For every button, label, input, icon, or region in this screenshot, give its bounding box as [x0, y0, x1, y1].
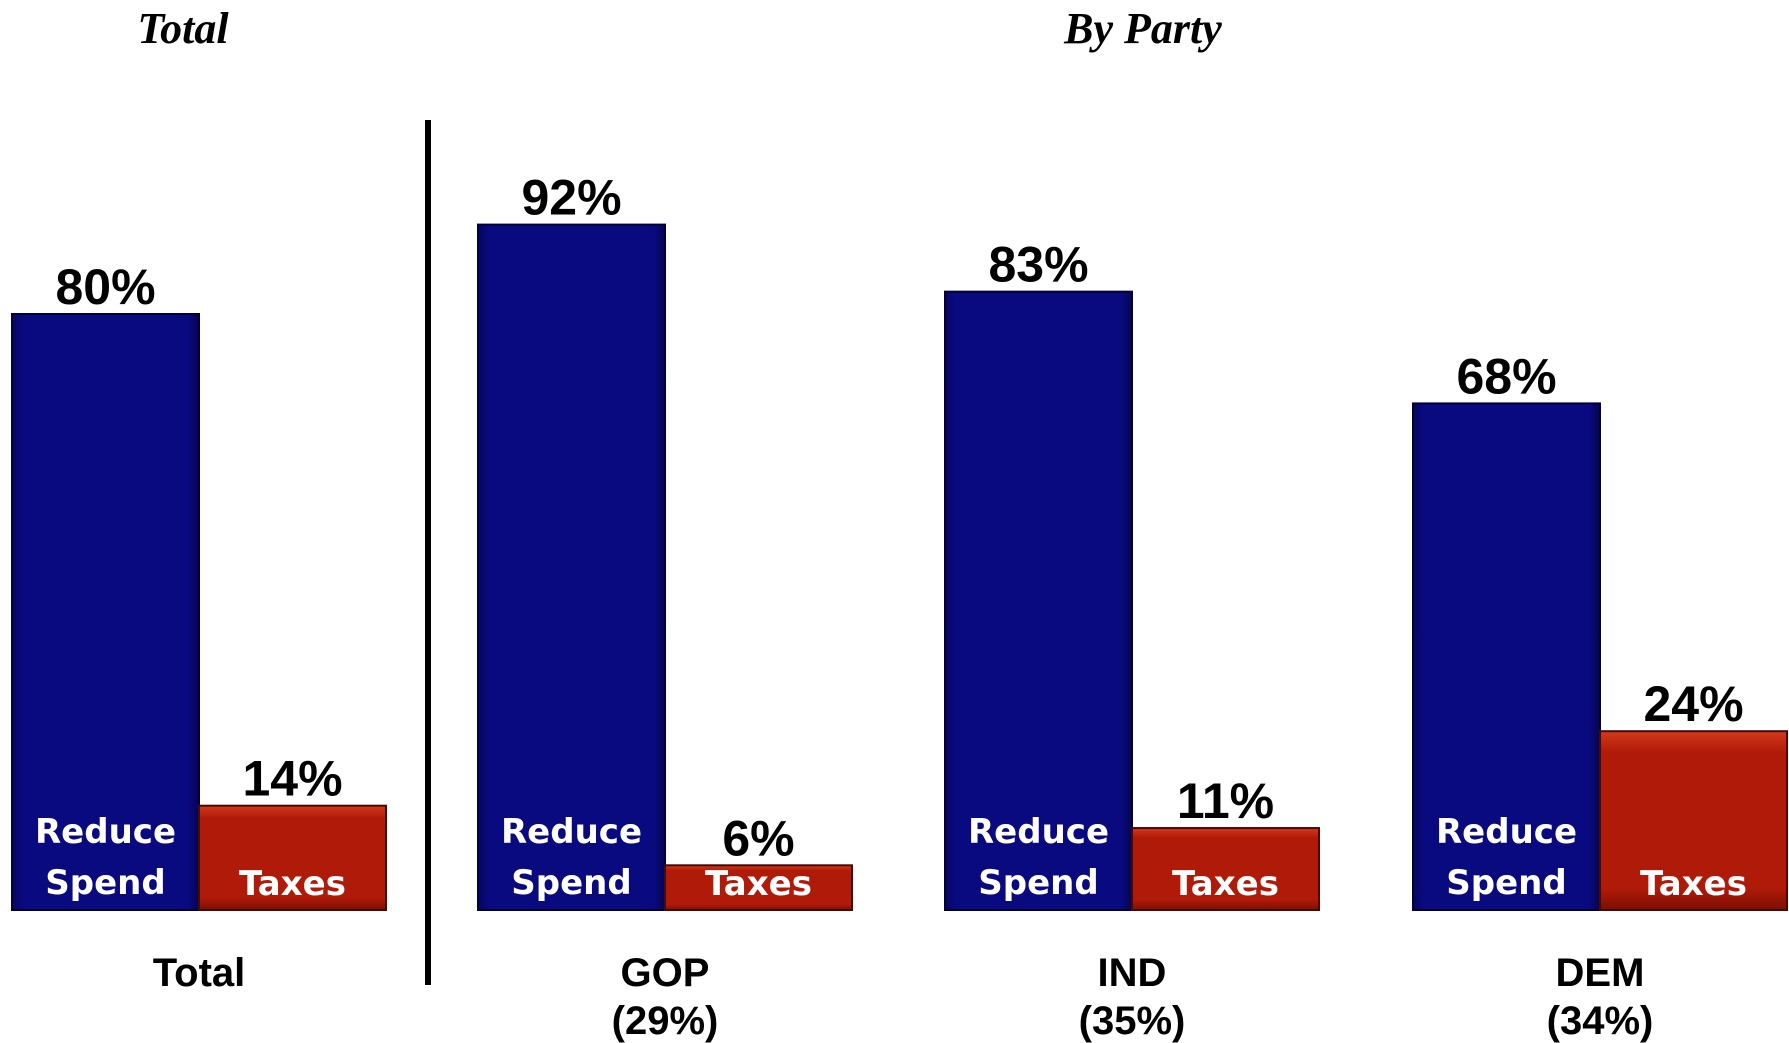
- group-label-total: Total: [153, 951, 246, 995]
- bar-label-taxes-total: Taxes: [239, 864, 346, 904]
- bar-label-spend-gop: Spend: [511, 863, 631, 903]
- bar-label-spend-ind: Spend: [978, 863, 1098, 903]
- value-label-reduce-spend-ind: 83%: [988, 237, 1088, 293]
- group-label-dem: DEM: [1556, 951, 1645, 995]
- value-label-taxes-ind: 11%: [1177, 773, 1274, 829]
- value-label-reduce-spend-total: 80%: [55, 259, 155, 315]
- total-section-title: Total: [137, 4, 229, 53]
- bar-label-taxes-ind: Taxes: [1172, 864, 1279, 904]
- bar-label-taxes-dem: Taxes: [1640, 864, 1747, 904]
- bar-label-spend-dem: Spend: [1446, 863, 1566, 903]
- bar-taxes-gop: [664, 864, 853, 911]
- value-label-reduce-spend-gop: 92%: [521, 170, 621, 226]
- value-label-reduce-spend-dem: 68%: [1456, 348, 1556, 404]
- group-label-ind: IND: [1098, 951, 1167, 995]
- bar-label-reduce-total: Reduce: [35, 812, 176, 852]
- bar-taxes-total: [198, 804, 387, 912]
- bar-label-spend-total: Spend: [45, 863, 165, 903]
- group-sublabel-dem: (34%): [1547, 999, 1654, 1043]
- group-sublabel-gop: (29%): [612, 999, 719, 1043]
- group-label-gop: GOP: [621, 951, 710, 995]
- bar-label-reduce-ind: Reduce: [968, 812, 1109, 852]
- bar-label-reduce-dem: Reduce: [1436, 812, 1577, 852]
- bar-reduce-spend-ind: [944, 290, 1133, 911]
- bar-label-reduce-gop: Reduce: [501, 812, 642, 852]
- bar-reduce-spend-total: [11, 313, 200, 911]
- bars-layer: 80% 14% Reduce Spend Taxes Total 92% 6% Reduce Sp…: [11, 170, 1788, 1043]
- by-party-section-title: By Party: [1063, 4, 1222, 53]
- bar-reduce-spend-gop: [477, 223, 666, 912]
- bar-reduce-spend-dem: [1412, 402, 1601, 911]
- value-label-taxes-total: 14%: [242, 751, 342, 807]
- bar-label-taxes-gop: Taxes: [705, 864, 812, 904]
- bar-taxes-dem: [1599, 730, 1788, 912]
- bar-taxes-ind: [1131, 827, 1320, 911]
- group-sublabel-ind: (35%): [1079, 999, 1186, 1043]
- value-label-taxes-dem: 24%: [1643, 676, 1743, 732]
- value-label-taxes-gop: 6%: [722, 810, 794, 866]
